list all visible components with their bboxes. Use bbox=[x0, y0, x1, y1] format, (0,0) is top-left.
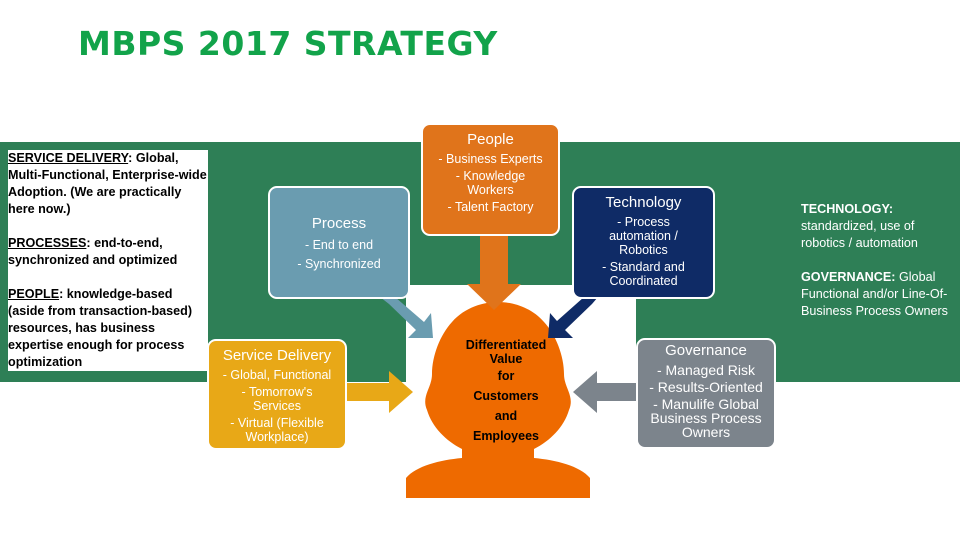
people-box: People - Business Experts - Knowledge Wo… bbox=[421, 123, 560, 236]
arrow-people bbox=[467, 236, 521, 310]
note-people: PEOPLE: knowledge-based (aside from tran… bbox=[8, 286, 208, 371]
note-heading: PEOPLE bbox=[8, 287, 60, 301]
box-item: - Managed Risk bbox=[656, 362, 756, 378]
box-item: - Virtual (Flexible Workplace) bbox=[230, 416, 324, 444]
arrow-process bbox=[380, 297, 433, 338]
center-line: Employees bbox=[472, 429, 539, 443]
note-text: standardized, use of robotics / automati… bbox=[801, 219, 918, 250]
technology-box: Technology - Process automation / Roboti… bbox=[572, 186, 715, 299]
note-service-delivery: SERVICE DELIVERY: Global, Multi-Function… bbox=[8, 150, 208, 218]
note-text: Global Functional and/or Line-Of-Busines… bbox=[801, 270, 948, 318]
center-label: Differentiated Value for Customers and E… bbox=[436, 338, 576, 446]
box-title: Process bbox=[311, 215, 367, 232]
slide-title: MBPS 2017 STRATEGY bbox=[78, 24, 498, 63]
note-heading: GOVERNANCE: bbox=[801, 270, 896, 284]
center-line: and bbox=[494, 409, 518, 423]
note-processes: PROCESSES: end-to-end, synchronized and … bbox=[8, 235, 208, 269]
left-notes: SERVICE DELIVERY: Global, Multi-Function… bbox=[8, 150, 208, 371]
center-line: for bbox=[497, 369, 515, 383]
center-line: Value bbox=[489, 352, 523, 366]
arrow-technology bbox=[548, 297, 598, 338]
right-notes: TECHNOLOGY: standardized, use of robotic… bbox=[801, 201, 953, 337]
box-item: - Tomorrow's Services bbox=[241, 385, 313, 413]
service-delivery-box: Service Delivery - Global, Functional - … bbox=[207, 339, 347, 450]
box-item: - Results-Oriented bbox=[649, 379, 763, 395]
note-heading: PROCESSES bbox=[8, 236, 87, 250]
head-silhouette bbox=[406, 302, 590, 498]
center-line: Differentiated bbox=[465, 338, 547, 352]
box-item: - Synchronized bbox=[297, 257, 381, 271]
note-text: : end-to-end, synchronized and optimized bbox=[8, 236, 178, 267]
box-item: - Knowledge Workers bbox=[455, 169, 526, 197]
note-text: : knowledge-based (aside from transactio… bbox=[8, 287, 193, 369]
note-text: : Global, Multi-Functional, Enterprise-w… bbox=[8, 151, 207, 216]
note-heading: SERVICE DELIVERY bbox=[8, 151, 129, 165]
box-title: Service Delivery bbox=[222, 347, 332, 364]
box-item: - Talent Factory bbox=[447, 200, 534, 214]
center-line: Customers bbox=[473, 389, 539, 403]
box-item: - Process automation / Robotics bbox=[609, 215, 678, 257]
box-title: Governance bbox=[665, 342, 747, 359]
box-item: - Global, Functional bbox=[222, 368, 332, 382]
arrow-governance bbox=[573, 371, 636, 413]
box-title: People bbox=[467, 131, 514, 148]
arrow-service bbox=[347, 371, 413, 413]
box-title: Technology bbox=[605, 194, 682, 211]
note-technology: TECHNOLOGY: standardized, use of robotic… bbox=[801, 201, 953, 252]
process-box: Process - End to end - Synchronized bbox=[268, 186, 410, 299]
box-item: - End to end bbox=[304, 238, 374, 252]
governance-box: Governance - Managed Risk - Results-Orie… bbox=[636, 338, 776, 449]
note-heading: TECHNOLOGY: bbox=[801, 202, 894, 216]
note-governance: GOVERNANCE: Global Functional and/or Lin… bbox=[801, 269, 953, 320]
box-item: - Business Experts bbox=[438, 152, 543, 166]
box-item: - Manulife Global Business Process Owner… bbox=[650, 396, 762, 440]
box-item: - Standard and Coordinated bbox=[602, 260, 685, 288]
